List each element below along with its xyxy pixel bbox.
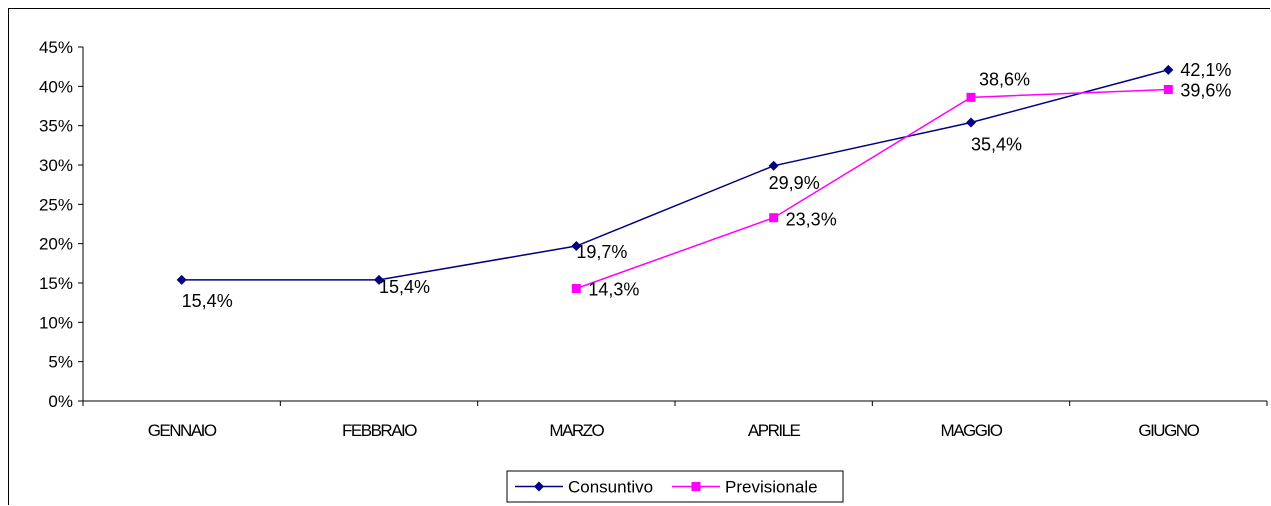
data-label: 15,4% xyxy=(379,277,430,297)
data-label: 42,1% xyxy=(1180,60,1231,80)
square-marker xyxy=(769,213,779,223)
y-tick-label: 5% xyxy=(48,353,73,372)
diamond-marker xyxy=(966,117,976,128)
x-tick-label: GENNAIO xyxy=(148,421,217,440)
data-label: 38,6% xyxy=(979,69,1030,89)
square-marker xyxy=(691,482,701,491)
square-marker xyxy=(1163,84,1173,94)
chart-frame xyxy=(8,8,1270,505)
series-line-previsionale xyxy=(576,88,1169,290)
y-tick-label: 45% xyxy=(39,38,73,57)
diamond-marker xyxy=(1163,64,1174,75)
data-label: 39,6% xyxy=(1180,80,1231,100)
y-tick-label: 30% xyxy=(39,156,73,175)
diamond-marker xyxy=(176,274,187,285)
x-tick-label: MAGGIO xyxy=(941,421,1003,440)
diamond-marker xyxy=(374,274,384,285)
y-tick-label: 10% xyxy=(39,313,73,332)
x-tick-label: APRILE xyxy=(748,421,801,440)
y-tick-label: 15% xyxy=(39,274,73,293)
y-tick-label: 35% xyxy=(39,117,73,136)
x-tick-label: GIUGNO xyxy=(1138,421,1199,440)
diamond-marker xyxy=(768,160,779,171)
x-tick-label: MARZO xyxy=(549,421,604,440)
diamond-marker xyxy=(534,481,544,492)
diamond-marker xyxy=(571,241,582,252)
series-line-consuntivo xyxy=(181,69,1169,281)
data-label: 15,4% xyxy=(182,291,233,311)
y-tick-label: 40% xyxy=(39,77,73,96)
data-label: 14,3% xyxy=(588,280,639,300)
y-tick-label: 0% xyxy=(48,392,73,411)
square-marker xyxy=(966,92,976,102)
square-marker xyxy=(571,284,581,294)
data-label: 29,9% xyxy=(769,173,820,193)
y-tick-label: 20% xyxy=(39,235,73,254)
y-tick-label: 25% xyxy=(39,195,73,214)
legend-entry: Previsionale xyxy=(725,478,818,497)
x-tick-label: FEBBRAIO xyxy=(342,421,417,440)
data-label: 35,4% xyxy=(971,135,1022,155)
data-label: 23,3% xyxy=(786,210,837,230)
data-label: 19,7% xyxy=(576,242,627,262)
legend-entry: Consuntivo xyxy=(568,478,653,497)
